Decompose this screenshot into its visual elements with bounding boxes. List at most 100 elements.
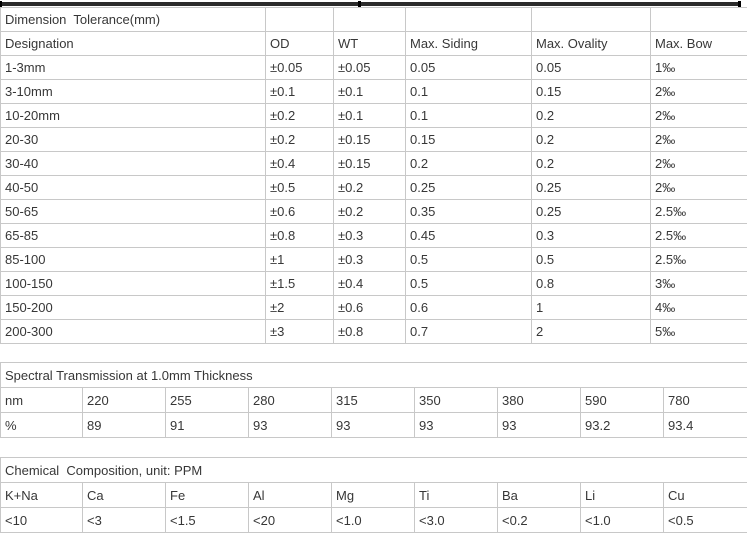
chemical-composition-table-body: Chemical Composition, unit: PPM K+Na Ca Fe A… bbox=[0, 457, 747, 533]
table-cell: 590 bbox=[580, 387, 664, 413]
table-title-empty-cell bbox=[333, 7, 406, 32]
table-title-row: Spectral Transmission at 1.0mm Thickness bbox=[0, 362, 747, 388]
table-title-empty-cell bbox=[405, 7, 532, 32]
cropped-content-bottom-edge bbox=[0, 1, 741, 10]
table-cell: ±0.2 bbox=[265, 127, 334, 152]
table-cell: 0.1 bbox=[405, 103, 532, 128]
table-row: 20-30 ±0.2 ±0.15 0.15 0.2 2‰ bbox=[0, 127, 747, 152]
table-cell: ±0.8 bbox=[265, 223, 334, 248]
table-cell: 2‰ bbox=[650, 103, 747, 128]
table-cell: 280 bbox=[248, 387, 332, 413]
column-header-cell: Max. Siding bbox=[405, 31, 532, 56]
table-cell: K+Na bbox=[0, 482, 83, 508]
table-cell: 93.4 bbox=[662, 412, 747, 438]
table-cell: ±0.6 bbox=[333, 295, 406, 320]
table-cell: ±0.4 bbox=[333, 271, 406, 296]
table-cell: ±3 bbox=[265, 319, 334, 344]
chemical-composition-table: Chemical Composition, unit: PPM K+Na Ca Fe A… bbox=[0, 457, 747, 533]
table-row: 65-85 ±0.8 ±0.3 0.45 0.3 2.5‰ bbox=[0, 223, 747, 248]
table-cell: 2.5‰ bbox=[650, 199, 747, 224]
table-cell: 350 bbox=[414, 387, 498, 413]
table-cell: 65-85 bbox=[0, 223, 266, 248]
table-cell: 2‰ bbox=[650, 175, 747, 200]
table-row: 3-10mm ±0.1 ±0.1 0.1 0.15 2‰ bbox=[0, 79, 747, 104]
table-cell: ±0.3 bbox=[333, 223, 406, 248]
table-cell: 780 bbox=[662, 387, 747, 413]
table-row: 50-65 ±0.6 ±0.2 0.35 0.25 2.5‰ bbox=[0, 199, 747, 224]
table-cell: 220 bbox=[82, 387, 166, 413]
table-cell: 89 bbox=[82, 412, 166, 438]
table-cell: 0.3 bbox=[531, 223, 651, 248]
table-cell: <20 bbox=[248, 507, 332, 533]
table-cell: 3-10mm bbox=[0, 79, 266, 104]
table-cell: <10 bbox=[0, 507, 83, 533]
table-cell: 2‰ bbox=[650, 127, 747, 152]
table-cell: ±0.1 bbox=[333, 79, 406, 104]
table-cell: 30-40 bbox=[0, 151, 266, 176]
table-cell: <0.5 bbox=[662, 507, 747, 533]
table-cell: 0.25 bbox=[405, 175, 532, 200]
table-row: 200-300 ±3 ±0.8 0.7 2 5‰ bbox=[0, 319, 747, 344]
table-cell: <1.0 bbox=[580, 507, 664, 533]
table-cell: 150-200 bbox=[0, 295, 266, 320]
table-cell: 255 bbox=[165, 387, 249, 413]
table-cell: ±0.15 bbox=[333, 151, 406, 176]
table-cell: 2.5‰ bbox=[650, 223, 747, 248]
table-cell: <3.0 bbox=[414, 507, 498, 533]
table-row: 1-3mm ±0.05 ±0.05 0.05 0.05 1‰ bbox=[0, 55, 747, 80]
table-cell: 0.35 bbox=[405, 199, 532, 224]
table-cell: 0.2 bbox=[405, 151, 532, 176]
table-cell: ±0.2 bbox=[265, 103, 334, 128]
table-cell: 0.05 bbox=[405, 55, 532, 80]
table-cell: 3‰ bbox=[650, 271, 747, 296]
table-row: <10 <3 <1.5 <20 <1.0 <3.0 <0.2 <1.0 <0.5 bbox=[0, 507, 747, 533]
table-cell: 2 bbox=[531, 319, 651, 344]
table-cell: 2.5‰ bbox=[650, 247, 747, 272]
table-cell: ±0.8 bbox=[333, 319, 406, 344]
table-cell: ±0.15 bbox=[333, 127, 406, 152]
table-cell: ±0.3 bbox=[333, 247, 406, 272]
table-cell: 0.45 bbox=[405, 223, 532, 248]
table-title-row: Chemical Composition, unit: PPM bbox=[0, 457, 747, 483]
table-cell: Ti bbox=[414, 482, 498, 508]
table-cell: Cu bbox=[662, 482, 747, 508]
column-header-cell: Designation bbox=[0, 31, 266, 56]
column-header-cell: WT bbox=[333, 31, 406, 56]
table-cell: 2‰ bbox=[650, 151, 747, 176]
table-cell: <3 bbox=[82, 507, 166, 533]
table-cell: ±0.05 bbox=[333, 55, 406, 80]
top-edge-tick-right bbox=[738, 1, 741, 9]
table-cell: 0.05 bbox=[531, 55, 651, 80]
dimension-tolerance-table: Dimension Tolerance(mm) Designation OD WT Ma… bbox=[0, 7, 747, 344]
table-row: 40-50 ±0.5 ±0.2 0.25 0.25 2‰ bbox=[0, 175, 747, 200]
table-cell: 93 bbox=[331, 412, 415, 438]
table-cell: 0.5 bbox=[405, 271, 532, 296]
table-cell: 2‰ bbox=[650, 79, 747, 104]
table-cell: <0.2 bbox=[497, 507, 581, 533]
table-cell: <1.0 bbox=[331, 507, 415, 533]
table-cell: 0.1 bbox=[405, 79, 532, 104]
table-cell: ±0.4 bbox=[265, 151, 334, 176]
spectral-transmission-table: Spectral Transmission at 1.0mm Thickness… bbox=[0, 362, 747, 438]
table-cell: % bbox=[0, 412, 83, 438]
table-row: 30-40 ±0.4 ±0.15 0.2 0.2 2‰ bbox=[0, 151, 747, 176]
table-title-empty-cell bbox=[650, 7, 747, 32]
table-cell: ±1.5 bbox=[265, 271, 334, 296]
table-title-cell: Spectral Transmission at 1.0mm Thickness bbox=[0, 362, 747, 388]
table-title-empty-cell bbox=[265, 7, 334, 32]
table-cell: ±0.1 bbox=[333, 103, 406, 128]
table-cell: Al bbox=[248, 482, 332, 508]
table-title-row: Dimension Tolerance(mm) bbox=[0, 7, 747, 32]
table-cell: 0.25 bbox=[531, 175, 651, 200]
table-row: % 89 91 93 93 93 93 93.2 93.4 bbox=[0, 412, 747, 438]
table-cell: 100-150 bbox=[0, 271, 266, 296]
spectral-transmission-table-body: Spectral Transmission at 1.0mm Thickness… bbox=[0, 362, 747, 438]
table-cell: 20-30 bbox=[0, 127, 266, 152]
top-edge-tick-left bbox=[0, 1, 2, 9]
table-cell: 0.6 bbox=[405, 295, 532, 320]
table-cell: 85-100 bbox=[0, 247, 266, 272]
table-cell: 0.2 bbox=[531, 127, 651, 152]
column-header-row: Designation OD WT Max. Siding Max. Ovality Ma… bbox=[0, 31, 747, 56]
column-header-cell: OD bbox=[265, 31, 334, 56]
table-cell: 4‰ bbox=[650, 295, 747, 320]
